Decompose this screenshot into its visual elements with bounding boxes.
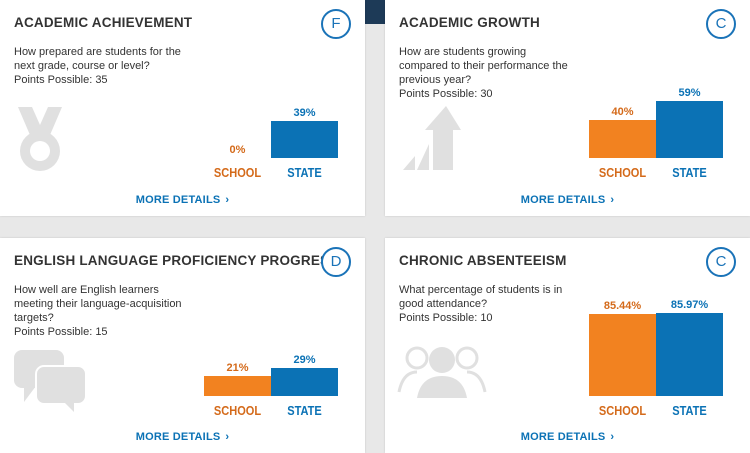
card-question: How prepared are students for the next g… — [14, 45, 189, 87]
comparison-chart: 40% 59% SCHOOL STATE — [585, 40, 735, 190]
more-details-label: MORE DETAILS — [135, 194, 221, 206]
card-chronic-absenteeism: CHRONIC ABSENTEEISM C What percentage of… — [385, 238, 750, 453]
card-title: ACADEMIC ACHIEVEMENT — [14, 15, 193, 30]
points-possible: Points Possible: 30 — [399, 88, 493, 100]
people-group-icon — [397, 342, 487, 403]
question-text: How prepared are students for the next g… — [14, 46, 181, 72]
comparison-chart: 85.44% 85.97% SCHOOL STATE — [585, 278, 735, 428]
school-value-label: 0% — [229, 144, 246, 156]
state-label: STATE — [287, 165, 322, 180]
question-text: How well are English learners meeting th… — [14, 284, 182, 324]
state-label: STATE — [287, 403, 322, 418]
chevron-right-icon: › — [610, 194, 615, 206]
header-accent — [365, 0, 385, 24]
bar-school — [589, 119, 656, 158]
question-text: How are students growing compared to the… — [399, 46, 568, 86]
medal-icon — [14, 105, 66, 180]
card-question: How well are English learners meeting th… — [14, 283, 189, 339]
state-value-label: 59% — [678, 87, 701, 100]
grade-badge: D — [321, 247, 351, 277]
grade-badge: C — [706, 9, 736, 39]
state-value-label: 85.97% — [670, 299, 709, 312]
bar-school — [589, 313, 656, 396]
card-title: ACADEMIC GROWTH — [399, 15, 540, 30]
more-details-label: MORE DETAILS — [520, 431, 606, 443]
school-label: SCHOOL — [213, 165, 262, 180]
state-value-label: 29% — [293, 354, 316, 367]
more-details-label: MORE DETAILS — [135, 431, 221, 443]
card-question: How are students growing compared to the… — [399, 45, 574, 101]
state-label: STATE — [672, 403, 707, 418]
school-value-label: 21% — [226, 361, 249, 374]
comparison-chart: 0% 39% SCHOOL STATE — [200, 40, 350, 190]
more-details-link[interactable]: MORE DETAILS › — [385, 431, 750, 443]
school-label: SCHOOL — [598, 403, 647, 418]
question-text: What percentage of students is in good a… — [399, 284, 563, 310]
card-title: CHRONIC ABSENTEEISM — [399, 253, 567, 268]
school-value-label: 85.44% — [603, 299, 642, 312]
chevron-right-icon: › — [610, 431, 615, 443]
more-details-link[interactable]: MORE DETAILS › — [385, 194, 750, 206]
points-possible: Points Possible: 10 — [399, 312, 493, 324]
points-possible: Points Possible: 35 — [14, 74, 108, 86]
grade-badge: F — [321, 9, 351, 39]
growth-arrow-icon — [399, 104, 463, 179]
school-value-label: 40% — [611, 105, 634, 118]
more-details-link[interactable]: MORE DETAILS › — [0, 431, 365, 443]
card-academic-growth: ACADEMIC GROWTH C How are students growi… — [385, 0, 750, 216]
school-label: SCHOOL — [598, 165, 647, 180]
card-question: What percentage of students is in good a… — [399, 283, 574, 325]
bar-state — [656, 313, 723, 396]
bar-state — [271, 368, 338, 396]
bar-state — [271, 120, 338, 158]
speech-bubbles-icon — [14, 348, 88, 417]
grade-badge: C — [706, 247, 736, 277]
chevron-right-icon: › — [225, 431, 230, 443]
more-details-link[interactable]: MORE DETAILS › — [0, 194, 365, 206]
card-title: ENGLISH LANGUAGE PROFICIENCY PROGRESS — [14, 253, 339, 268]
chevron-right-icon: › — [225, 194, 230, 206]
state-label: STATE — [672, 165, 707, 180]
card-english-language-proficiency: ENGLISH LANGUAGE PROFICIENCY PROGRESS D … — [0, 238, 365, 453]
state-value-label: 39% — [293, 106, 316, 119]
comparison-chart: 21% 29% SCHOOL STATE — [200, 278, 350, 428]
bar-school — [204, 375, 271, 396]
bar-state — [656, 101, 723, 158]
school-label: SCHOOL — [213, 403, 262, 418]
card-academic-achievement: ACADEMIC ACHIEVEMENT F How prepared are … — [0, 0, 365, 216]
points-possible: Points Possible: 15 — [14, 326, 108, 338]
more-details-label: MORE DETAILS — [520, 194, 606, 206]
